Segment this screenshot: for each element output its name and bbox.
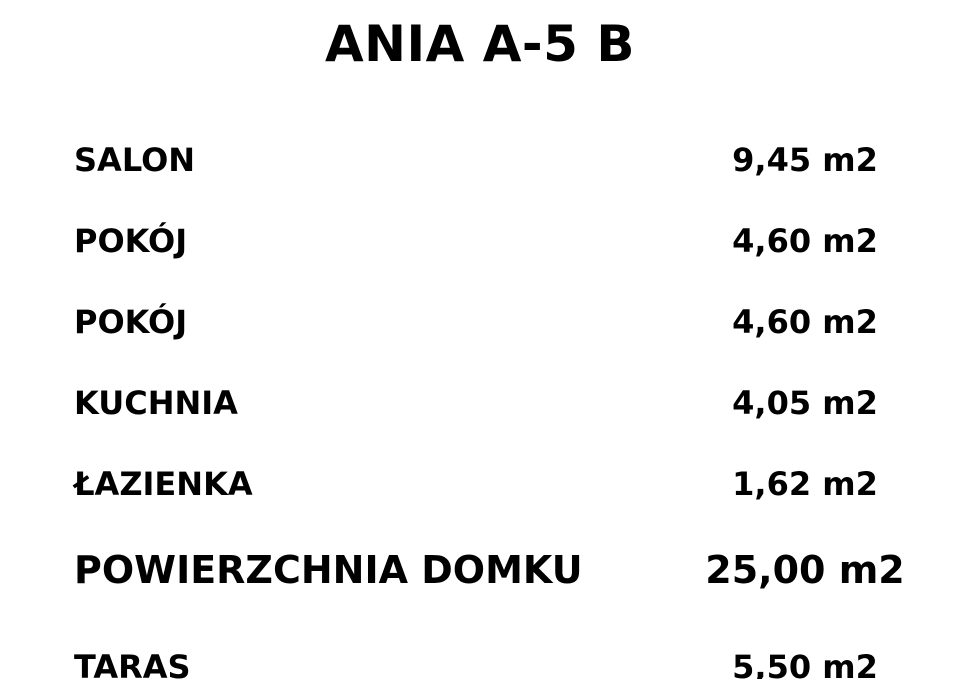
total-label: POWIERZCHNIA DOMKU [74, 548, 583, 592]
room-area-value: 4,60 m2 [732, 222, 878, 260]
total-area-value: 25,00 m2 [705, 548, 905, 592]
area-row-kuchnia: KUCHNIA 4,05 m2 [74, 384, 950, 432]
room-label: TARAS [74, 648, 191, 679]
room-label: POKÓJ [74, 303, 188, 341]
page-title: ANIA A-5 B [324, 15, 635, 73]
room-label: KUCHNIA [74, 384, 238, 422]
area-row-total-house: POWIERZCHNIA DOMKU 25,00 m2 [74, 548, 950, 596]
area-row-taras: TARAS 5,50 m2 [74, 648, 950, 679]
area-row-lazienka: ŁAZIENKA 1,62 m2 [74, 465, 950, 513]
area-row-pokoj-1: POKÓJ 4,60 m2 [74, 222, 950, 270]
area-row-pokoj-2: POKÓJ 4,60 m2 [74, 303, 950, 351]
room-label: SALON [74, 141, 196, 179]
room-area-value: 4,60 m2 [732, 303, 878, 341]
room-area-value: 4,05 m2 [732, 384, 878, 422]
area-row-salon: SALON 9,45 m2 [74, 141, 950, 189]
room-label: POKÓJ [74, 222, 188, 260]
room-area-value: 5,50 m2 [732, 648, 878, 679]
room-label: ŁAZIENKA [74, 465, 253, 503]
room-area-value: 9,45 m2 [732, 141, 878, 179]
room-area-value: 1,62 m2 [732, 465, 878, 503]
